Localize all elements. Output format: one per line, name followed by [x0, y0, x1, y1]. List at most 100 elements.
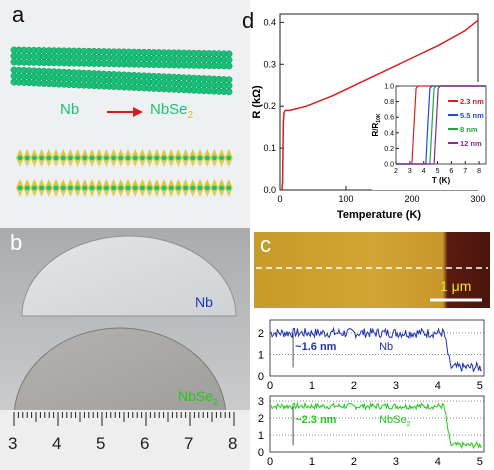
panel-c-afm [254, 232, 490, 308]
nb-atom [53, 185, 59, 191]
nb-atom [125, 155, 131, 161]
se-triangle [196, 158, 204, 167]
se-triangle [181, 149, 190, 158]
profile-material-label: Nb [379, 341, 393, 353]
ruler-number: 5 [96, 434, 106, 453]
nb-atom [147, 185, 153, 191]
nb-atom [190, 185, 196, 191]
inset-y-tick-label: 0.2 [384, 146, 394, 153]
se-triangle [174, 179, 183, 188]
nb-atom [225, 82, 233, 90]
height-profile-nbse2: 0 1 2 3 0 1 2 3 4 5 ~2.3 nm NbSe2 [258, 395, 485, 468]
nb-atom [68, 185, 73, 191]
se-triangle [44, 149, 53, 158]
se-triangle [44, 179, 53, 188]
se-triangle [109, 188, 118, 197]
se-triangle [203, 188, 212, 197]
se-triangle [160, 158, 168, 167]
se-triangle [167, 149, 176, 158]
nb-atom [183, 185, 189, 191]
se-triangle [116, 179, 125, 188]
profile-y-tick-label: 1 [258, 349, 264, 361]
nb-atom [132, 185, 138, 191]
profile-x-tick-label: 1 [309, 456, 315, 468]
se-triangle [138, 179, 147, 188]
inset-x-tick-label: 5 [436, 168, 440, 175]
se-triangle [30, 188, 39, 197]
height-profile-nb: 0 1 2 0 1 2 3 4 5 ~1.6 nm Nb [258, 319, 485, 392]
se-triangle [124, 179, 132, 188]
se-triangle [210, 149, 219, 158]
se-triangle [95, 179, 104, 188]
inset-y-tick-label: 1.0 [384, 84, 394, 91]
resistance-chart: 0.0 0.1 0.2 0.3 0.4 0 100 200 300 Temperature (K)… [251, 13, 492, 221]
se-triangle [210, 158, 219, 167]
se-triangle [30, 158, 39, 167]
se-triangle [174, 149, 183, 158]
inset-x-tick-label: 3 [408, 168, 412, 175]
panel-a: a Nb NbSe2 [0, 0, 250, 228]
nb-wafer [21, 235, 237, 317]
inset-x-tick-label: 2 [394, 168, 398, 175]
se-triangle [37, 179, 46, 188]
nb-atom [161, 185, 167, 191]
se-triangle [80, 149, 89, 158]
se-triangle [210, 188, 219, 197]
se-triangle [138, 158, 147, 167]
se-triangle [124, 188, 132, 197]
se-triangle [73, 188, 82, 197]
nb-atom [32, 155, 37, 161]
panel-c: c 1 μm 0 1 2 0 1 2 3 4 5 ~1.6 nm Nb 0 1 2 3 0 1 2 3 4 5 ~2.3… [250, 228, 494, 470]
afm-image [254, 232, 490, 308]
se-triangle [224, 158, 233, 167]
profile-x-tick-label: 2 [351, 380, 357, 392]
se-triangle [160, 188, 168, 197]
inset-y-tick-label: 0.0 [384, 162, 394, 169]
nb-atom [60, 185, 66, 191]
se-triangle [102, 149, 111, 158]
se-triangle [188, 149, 197, 158]
se-triangle [66, 179, 75, 188]
nb-atom [190, 155, 196, 161]
panel-d: d 0.0 0.1 0.2 0.3 0.4 0 100 200 300 Temperature (… [242, 0, 494, 228]
se-triangle [37, 188, 46, 197]
inset-series-line [396, 85, 486, 165]
profile-x-tick-label: 3 [393, 456, 399, 468]
se-triangle [160, 149, 168, 158]
nb-atom [226, 185, 232, 191]
nb-atom [39, 155, 44, 161]
se-triangle [181, 188, 190, 197]
nbse2-label: NbSe2 [150, 101, 194, 121]
se-triangle [73, 149, 82, 158]
nb-atom [225, 76, 233, 84]
profile-y-tick-label: 2 [258, 413, 264, 425]
nb-atom [204, 185, 210, 191]
nb-atom [225, 88, 233, 96]
ruler-ticks [13, 412, 235, 426]
se-triangle [30, 149, 39, 158]
se-triangle [66, 188, 75, 197]
nb-atom [161, 155, 167, 161]
profile-line [269, 326, 483, 372]
nbse2-layers [16, 149, 233, 197]
ruler-number: 6 [140, 434, 150, 453]
inset-y-tick-label: 0.8 [384, 99, 394, 106]
se-triangle [188, 188, 197, 197]
y-tick-label: 0.2 [263, 101, 276, 111]
se-triangle [109, 158, 118, 167]
se-triangle [152, 188, 161, 197]
step-height-label: ~1.6 nm [295, 341, 336, 353]
nb-atom [75, 155, 80, 161]
panel-a-label: a [12, 2, 25, 27]
se-triangle [145, 158, 154, 167]
conversion-arrowhead [133, 107, 143, 117]
profile-material-label: NbSe2 [379, 414, 411, 428]
nb-atom [225, 62, 233, 70]
se-triangle [167, 158, 176, 167]
se-triangle [217, 188, 226, 197]
nb-atom [89, 155, 95, 161]
se-triangle [188, 158, 197, 167]
nb-atom [176, 185, 181, 191]
se-triangle [52, 158, 60, 167]
se-triangle [224, 149, 233, 158]
